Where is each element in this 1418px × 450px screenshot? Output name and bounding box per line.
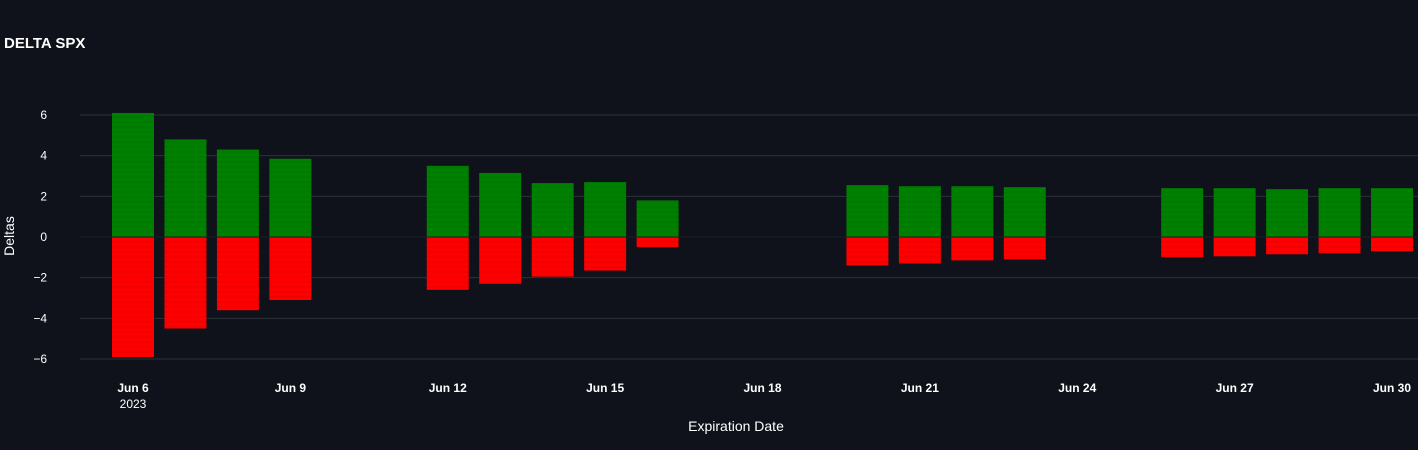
negative-delta-bar[interactable] bbox=[164, 237, 207, 329]
x-tick-label: Jun 21 bbox=[901, 381, 939, 395]
negative-delta-bar[interactable] bbox=[531, 237, 574, 277]
bars-layer bbox=[112, 112, 1413, 357]
positive-delta-bar[interactable] bbox=[269, 158, 312, 237]
positive-delta-bar[interactable] bbox=[1213, 188, 1256, 237]
x-tick-label: Jun 27 bbox=[1216, 381, 1254, 395]
x-tick-label: Jun 12 bbox=[429, 381, 467, 395]
negative-delta-bar[interactable] bbox=[1213, 237, 1256, 257]
y-tick-label: 4 bbox=[40, 149, 47, 163]
negative-delta-bar[interactable] bbox=[1371, 237, 1413, 252]
positive-delta-bar[interactable] bbox=[216, 149, 259, 237]
positive-delta-bar[interactable] bbox=[584, 182, 627, 237]
y-tick-label: −4 bbox=[33, 311, 47, 325]
x-tick-label: Jun 30 bbox=[1373, 381, 1411, 395]
y-tick-label: 6 bbox=[40, 108, 47, 122]
x-tick-label: Jun 6 bbox=[117, 381, 149, 395]
y-tick-label: −2 bbox=[33, 271, 47, 285]
positive-delta-bar[interactable] bbox=[846, 185, 889, 237]
positive-delta-bar[interactable] bbox=[1266, 189, 1309, 237]
x-tick-label: Jun 24 bbox=[1058, 381, 1096, 395]
positive-delta-bar[interactable] bbox=[479, 172, 522, 237]
positive-delta-bar[interactable] bbox=[1371, 188, 1413, 237]
positive-delta-bar[interactable] bbox=[112, 112, 154, 237]
negative-delta-bar[interactable] bbox=[112, 237, 154, 357]
negative-delta-bar[interactable] bbox=[636, 237, 679, 248]
negative-delta-bar[interactable] bbox=[269, 237, 312, 301]
positive-delta-bar[interactable] bbox=[1318, 188, 1361, 237]
negative-delta-bar[interactable] bbox=[846, 237, 889, 266]
x-tick-label: Jun 15 bbox=[586, 381, 624, 395]
negative-delta-bar[interactable] bbox=[1161, 237, 1204, 258]
positive-delta-bar[interactable] bbox=[426, 165, 469, 237]
y-tick-label: 0 bbox=[40, 230, 47, 244]
y-axis-title: Deltas bbox=[1, 216, 17, 256]
positive-delta-bar[interactable] bbox=[1161, 188, 1204, 237]
negative-delta-bar[interactable] bbox=[1318, 237, 1361, 254]
positive-delta-bar[interactable] bbox=[951, 186, 994, 237]
negative-delta-bar[interactable] bbox=[426, 237, 469, 290]
negative-delta-bar[interactable] bbox=[479, 237, 522, 284]
y-tick-label: −6 bbox=[33, 352, 47, 366]
negative-delta-bar[interactable] bbox=[216, 237, 259, 311]
chart-title: DELTA SPX bbox=[4, 35, 86, 52]
negative-delta-bar[interactable] bbox=[1266, 237, 1309, 255]
positive-delta-bar[interactable] bbox=[636, 200, 679, 237]
axis-layer: 6 4 2 0 −2 −4 −6 Jun 6 2023 Jun 9 Jun 12 Jun 15 Jun … bbox=[33, 108, 1418, 411]
negative-delta-bar[interactable] bbox=[898, 237, 941, 264]
x-tick-sublabel: 2023 bbox=[120, 397, 147, 411]
positive-delta-bar[interactable] bbox=[1003, 187, 1046, 237]
positive-delta-bar[interactable] bbox=[898, 186, 941, 237]
y-tick-label: 2 bbox=[40, 189, 47, 203]
positive-delta-bar[interactable] bbox=[531, 183, 574, 237]
negative-delta-bar[interactable] bbox=[584, 237, 627, 271]
positive-delta-bar[interactable] bbox=[164, 139, 207, 237]
x-tick-label: Jun 18 bbox=[743, 381, 781, 395]
negative-delta-bar[interactable] bbox=[1003, 237, 1046, 260]
negative-delta-bar[interactable] bbox=[951, 237, 994, 261]
x-tick-label: Jun 9 bbox=[275, 381, 307, 395]
x-axis-title: Expiration Date bbox=[688, 418, 784, 434]
